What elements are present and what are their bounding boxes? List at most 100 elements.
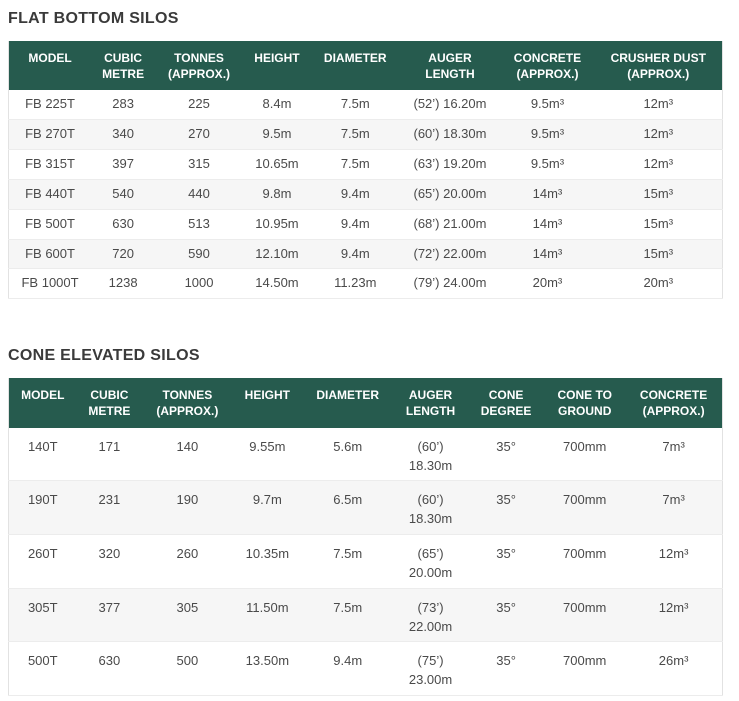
table-row: FB 440T 540 440 9.8m 9.4m (65’) 20.00m 14m³ 15m… [8, 179, 723, 210]
table-cell: (60’) 18.30m [399, 119, 501, 151]
table-cell: FB 440T [8, 179, 92, 210]
table-cell: 700mm [544, 641, 626, 697]
table-cell: 260 [142, 534, 233, 589]
table-row: 140T 171 140 9.55m 5.6m (60’) 18.30m 35° 700mm 7… [8, 427, 723, 482]
column-header: AUGER LENGTH [393, 378, 468, 428]
table-cell: 500 [142, 641, 233, 697]
table-cell: 140 [142, 427, 233, 482]
table-cell: 12m³ [594, 149, 723, 180]
table-cell: 305 [142, 588, 233, 643]
table-cell: 26m³ [625, 641, 723, 697]
table-row: FB 225T 283 225 8.4m 7.5m (52’) 16.20m 9.5m³ 12… [8, 90, 723, 121]
table-cell: (68’) 21.00m [399, 209, 501, 240]
table-cell: 20m³ [500, 268, 595, 300]
column-header: CONE TO GROUND [544, 378, 626, 428]
table-cell: 9.5m³ [500, 90, 595, 121]
table-cell: 283 [91, 90, 156, 121]
table-cell: 35° [467, 588, 545, 643]
table-body: 140T 171 140 9.55m 5.6m (60’) 18.30m 35° 700mm 7… [8, 427, 723, 697]
table-cell: (75’) 23.00m [393, 641, 468, 697]
table-cell: 630 [76, 641, 143, 697]
table-header: MODEL CUBIC METRE TONNES (APPROX.) HEIGHT DI… [8, 378, 723, 428]
table-cell: 315 [155, 149, 243, 180]
cone-elevated-silos-table: MODEL CUBIC METRE TONNES (APPROX.) HEIGHT DI… [8, 378, 723, 697]
column-header: MODEL [8, 41, 92, 91]
table-cell: 14m³ [500, 179, 595, 210]
table-cell: 225 [155, 90, 243, 121]
column-header: CUBIC METRE [76, 378, 143, 428]
cone-elevated-silos-title: CONE ELEVATED SILOS [8, 347, 200, 365]
table-cell: FB 600T [8, 239, 92, 270]
table-cell: 171 [76, 427, 143, 482]
table-cell: 500T [8, 641, 77, 697]
table-row: FB 500T 630 513 10.95m 9.4m (68’) 21.00m 14m³ 1… [8, 209, 723, 240]
table-cell: 320 [76, 534, 143, 589]
table-cell: 8.4m [242, 90, 311, 121]
flat-bottom-silos-title: FLAT BOTTOM SILOS [8, 10, 179, 27]
table-cell: 10.65m [242, 149, 311, 180]
table-cell: 5.6m [302, 427, 394, 482]
table-cell: 190T [8, 480, 77, 536]
table-cell: FB 1000T [8, 268, 92, 300]
column-header: CUBIC METRE [91, 41, 156, 91]
table-body: FB 225T 283 225 8.4m 7.5m (52’) 16.20m 9.5m³ 12… [8, 90, 723, 300]
table-cell: FB 225T [8, 90, 92, 121]
table-cell: (73’) 22.00m [393, 588, 468, 643]
table-cell: FB 500T [8, 209, 92, 240]
column-header: TONNES (APPROX.) [155, 41, 243, 91]
table-row: FB 1000T 1238 1000 14.50m 11.23m (79’) 24.00m… [8, 268, 723, 300]
table-cell: 9.55m [232, 427, 303, 482]
table-header: MODEL CUBIC METRE TONNES (APPROX.) HEIGHT DI… [8, 41, 723, 91]
table-cell: 12.10m [242, 239, 311, 270]
table-cell: 9.5m³ [500, 149, 595, 180]
table-cell: 7.5m [310, 90, 400, 121]
table-cell: 9.4m [310, 209, 400, 240]
header-row: MODEL CUBIC METRE TONNES (APPROX.) HEIGHT DI… [8, 41, 723, 91]
table-cell: 12m³ [594, 119, 723, 151]
cone-elevated-silos-section: CONE ELEVATED SILOS MODEL CUBIC METRE TONN… [8, 347, 723, 697]
table-cell: 13.50m [232, 641, 303, 697]
table-cell: 720 [91, 239, 156, 270]
table-cell: 7m³ [625, 427, 723, 482]
column-header: CONCRETE (APPROX.) [500, 41, 595, 91]
table-cell: 15m³ [594, 239, 723, 270]
table-cell: 440 [155, 179, 243, 210]
table-cell: (60’) 18.30m [393, 427, 468, 482]
table-cell: 9.5m [242, 119, 311, 151]
column-header: DIAMETER [310, 41, 400, 91]
table-cell: 9.7m [232, 480, 303, 536]
table-row: FB 270T 340 270 9.5m 7.5m (60’) 18.30m 9.5m³ 12… [8, 119, 723, 151]
table-cell: (60’) 18.30m [393, 480, 468, 536]
column-header: CONCRETE (APPROX.) [625, 378, 723, 428]
table-cell: 10.95m [242, 209, 311, 240]
table-cell: 377 [76, 588, 143, 643]
column-header: MODEL [8, 378, 77, 428]
table-cell: FB 315T [8, 149, 92, 180]
column-header: HEIGHT [232, 378, 303, 428]
table-cell: 9.5m³ [500, 119, 595, 151]
table-cell: 540 [91, 179, 156, 210]
table-cell: 12m³ [625, 588, 723, 643]
table-cell: 340 [91, 119, 156, 151]
table-cell: 140T [8, 427, 77, 482]
table-cell: 11.50m [232, 588, 303, 643]
table-cell: 9.8m [242, 179, 311, 210]
table-cell: 397 [91, 149, 156, 180]
table-cell: 35° [467, 534, 545, 589]
table-cell: 590 [155, 239, 243, 270]
table-cell: 7.5m [310, 119, 400, 151]
table-row: 500T 630 500 13.50m 9.4m (75’) 23.00m 35° 700mm… [8, 641, 723, 697]
table-cell: 14m³ [500, 239, 595, 270]
table-cell: 231 [76, 480, 143, 536]
table-cell: 700mm [544, 534, 626, 589]
table-cell: (72’) 22.00m [399, 239, 501, 270]
table-cell: 700mm [544, 588, 626, 643]
table-cell: 700mm [544, 480, 626, 536]
table-cell: 35° [467, 427, 545, 482]
flat-bottom-silos-section: FLAT BOTTOM SILOS MODEL CUBIC METRE TONNES… [8, 10, 723, 300]
table-cell: 305T [8, 588, 77, 643]
table-cell: 12m³ [594, 90, 723, 121]
table-cell: 7.5m [302, 588, 394, 643]
header-row: MODEL CUBIC METRE TONNES (APPROX.) HEIGHT DI… [8, 378, 723, 428]
